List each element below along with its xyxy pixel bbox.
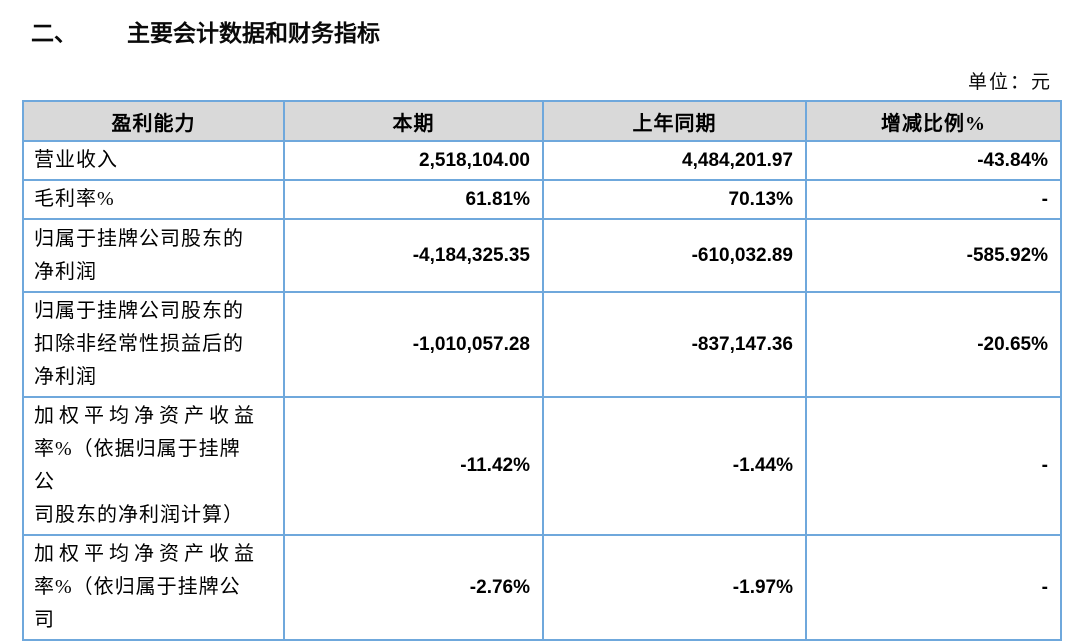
current-value: -1,010,057.28 <box>283 291 544 398</box>
row-label: 归属于挂牌公司股东的 扣除非经常性损益后的 净利润 <box>22 291 285 398</box>
section-title-text: 主要会计数据和财务指标 <box>127 21 380 46</box>
row-label-line: 率%（依归属于挂牌公司 <box>34 576 241 631</box>
table-row-gross-margin: 毛利率% 61.81% 70.13% - <box>22 179 1062 220</box>
section-number: 二、 <box>31 21 77 46</box>
change-value: - <box>805 179 1062 220</box>
prior-value: -610,032.89 <box>542 218 807 293</box>
row-label: 加权平均净资产收益 率%（依据归属于挂牌公 司股东的净利润计算） <box>22 396 285 536</box>
table-row-weighted-avg-roe-truncated: 加权平均净资产收益 率%（依归属于挂牌公司 -2.76% -1.97% - <box>22 534 1062 641</box>
col-header-current-period: 本期 <box>283 100 544 142</box>
row-label-line: 司股东的净利润计算） <box>34 504 244 526</box>
financial-indicators-table: 盈利能力 本期 上年同期 增减比例% 营业收入 2,518,104.00 4,4… <box>22 100 1062 641</box>
table-row-net-profit-attributable: 归属于挂牌公司股东的 净利润 -4,184,325.35 -610,032.89… <box>22 218 1062 293</box>
prior-value: 4,484,201.97 <box>542 140 807 181</box>
row-label-line: 加权平均净资产收益 <box>34 543 255 565</box>
row-label-line: 净利润 <box>34 260 97 283</box>
col-header-change-ratio: 增减比例% <box>805 100 1062 142</box>
unit-label: 单位：元 <box>967 72 1052 93</box>
current-value: -11.42% <box>283 396 544 536</box>
col-header-profitability: 盈利能力 <box>22 100 285 142</box>
prior-value: -837,147.36 <box>542 291 807 398</box>
section-title: 二、 主要会计数据和财务指标 <box>31 14 380 48</box>
table-row-net-profit-after-extraordinary: 归属于挂牌公司股东的 扣除非经常性损益后的 净利润 -1,010,057.28 … <box>22 291 1062 398</box>
table-header-row: 盈利能力 本期 上年同期 增减比例% <box>22 100 1062 142</box>
current-value: 2,518,104.00 <box>283 140 544 181</box>
row-label-line: 归属于挂牌公司股东的 <box>34 300 244 322</box>
change-value: - <box>805 396 1062 536</box>
row-label: 归属于挂牌公司股东的 净利润 <box>22 218 285 293</box>
row-label-line: 营业收入 <box>34 149 118 171</box>
row-label-line: 归属于挂牌公司股东的 <box>34 227 244 250</box>
col-header-prior-period: 上年同期 <box>542 100 807 142</box>
change-value: -20.65% <box>805 291 1062 398</box>
current-value: 61.81% <box>283 179 544 220</box>
table-row-weighted-avg-roe-net-profit: 加权平均净资产收益 率%（依据归属于挂牌公 司股东的净利润计算） -11.42%… <box>22 396 1062 536</box>
change-value: -43.84% <box>805 140 1062 181</box>
row-label: 加权平均净资产收益 率%（依归属于挂牌公司 <box>22 534 285 641</box>
change-value: -585.92% <box>805 218 1062 293</box>
current-value: -2.76% <box>283 534 544 641</box>
row-label-line: 率%（依据归属于挂牌公 <box>34 438 241 493</box>
row-label-line: 加权平均净资产收益 <box>34 405 255 427</box>
prior-value: 70.13% <box>542 179 807 220</box>
row-label: 营业收入 <box>22 140 285 181</box>
change-value: - <box>805 534 1062 641</box>
prior-value: -1.44% <box>542 396 807 536</box>
current-value: -4,184,325.35 <box>283 218 544 293</box>
row-label-line: 扣除非经常性损益后的 <box>34 333 244 355</box>
row-label: 毛利率% <box>22 179 285 220</box>
row-label-line: 净利润 <box>34 366 97 388</box>
row-label-line: 毛利率% <box>34 188 115 210</box>
prior-value: -1.97% <box>542 534 807 641</box>
table-row-operating-revenue: 营业收入 2,518,104.00 4,484,201.97 -43.84% <box>22 140 1062 181</box>
